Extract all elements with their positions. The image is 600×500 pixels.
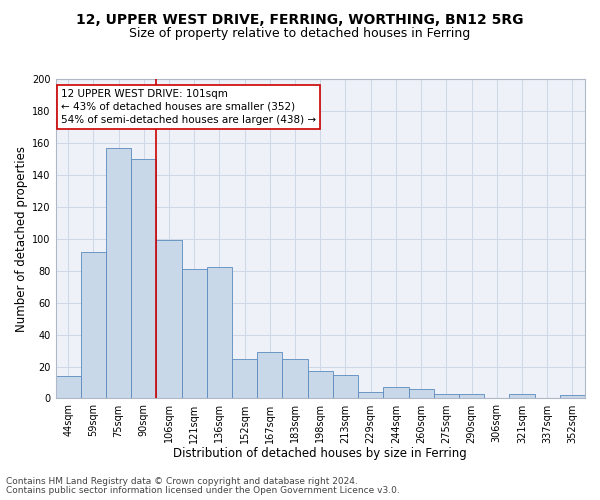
Bar: [283, 358, 308, 399]
Bar: [232, 358, 257, 399]
Text: 12, UPPER WEST DRIVE, FERRING, WORTHING, BN12 5RG: 12, UPPER WEST DRIVE, FERRING, WORTHING,…: [76, 12, 524, 26]
Y-axis label: Number of detached properties: Number of detached properties: [15, 146, 28, 332]
Bar: [409, 389, 434, 398]
Bar: [459, 394, 484, 398]
Bar: [106, 148, 131, 398]
Bar: [56, 376, 81, 398]
Text: Contains HM Land Registry data © Crown copyright and database right 2024.: Contains HM Land Registry data © Crown c…: [6, 477, 358, 486]
Bar: [131, 159, 157, 398]
X-axis label: Distribution of detached houses by size in Ferring: Distribution of detached houses by size …: [173, 447, 467, 460]
Bar: [509, 394, 535, 398]
Bar: [560, 396, 585, 398]
Bar: [157, 240, 182, 398]
Text: Size of property relative to detached houses in Ferring: Size of property relative to detached ho…: [130, 28, 470, 40]
Text: Contains public sector information licensed under the Open Government Licence v3: Contains public sector information licen…: [6, 486, 400, 495]
Bar: [434, 394, 459, 398]
Bar: [207, 268, 232, 398]
Bar: [333, 374, 358, 398]
Bar: [81, 252, 106, 398]
Bar: [257, 352, 283, 399]
Text: 12 UPPER WEST DRIVE: 101sqm
← 43% of detached houses are smaller (352)
54% of se: 12 UPPER WEST DRIVE: 101sqm ← 43% of det…: [61, 88, 316, 125]
Bar: [358, 392, 383, 398]
Bar: [182, 269, 207, 398]
Bar: [308, 372, 333, 398]
Bar: [383, 388, 409, 398]
